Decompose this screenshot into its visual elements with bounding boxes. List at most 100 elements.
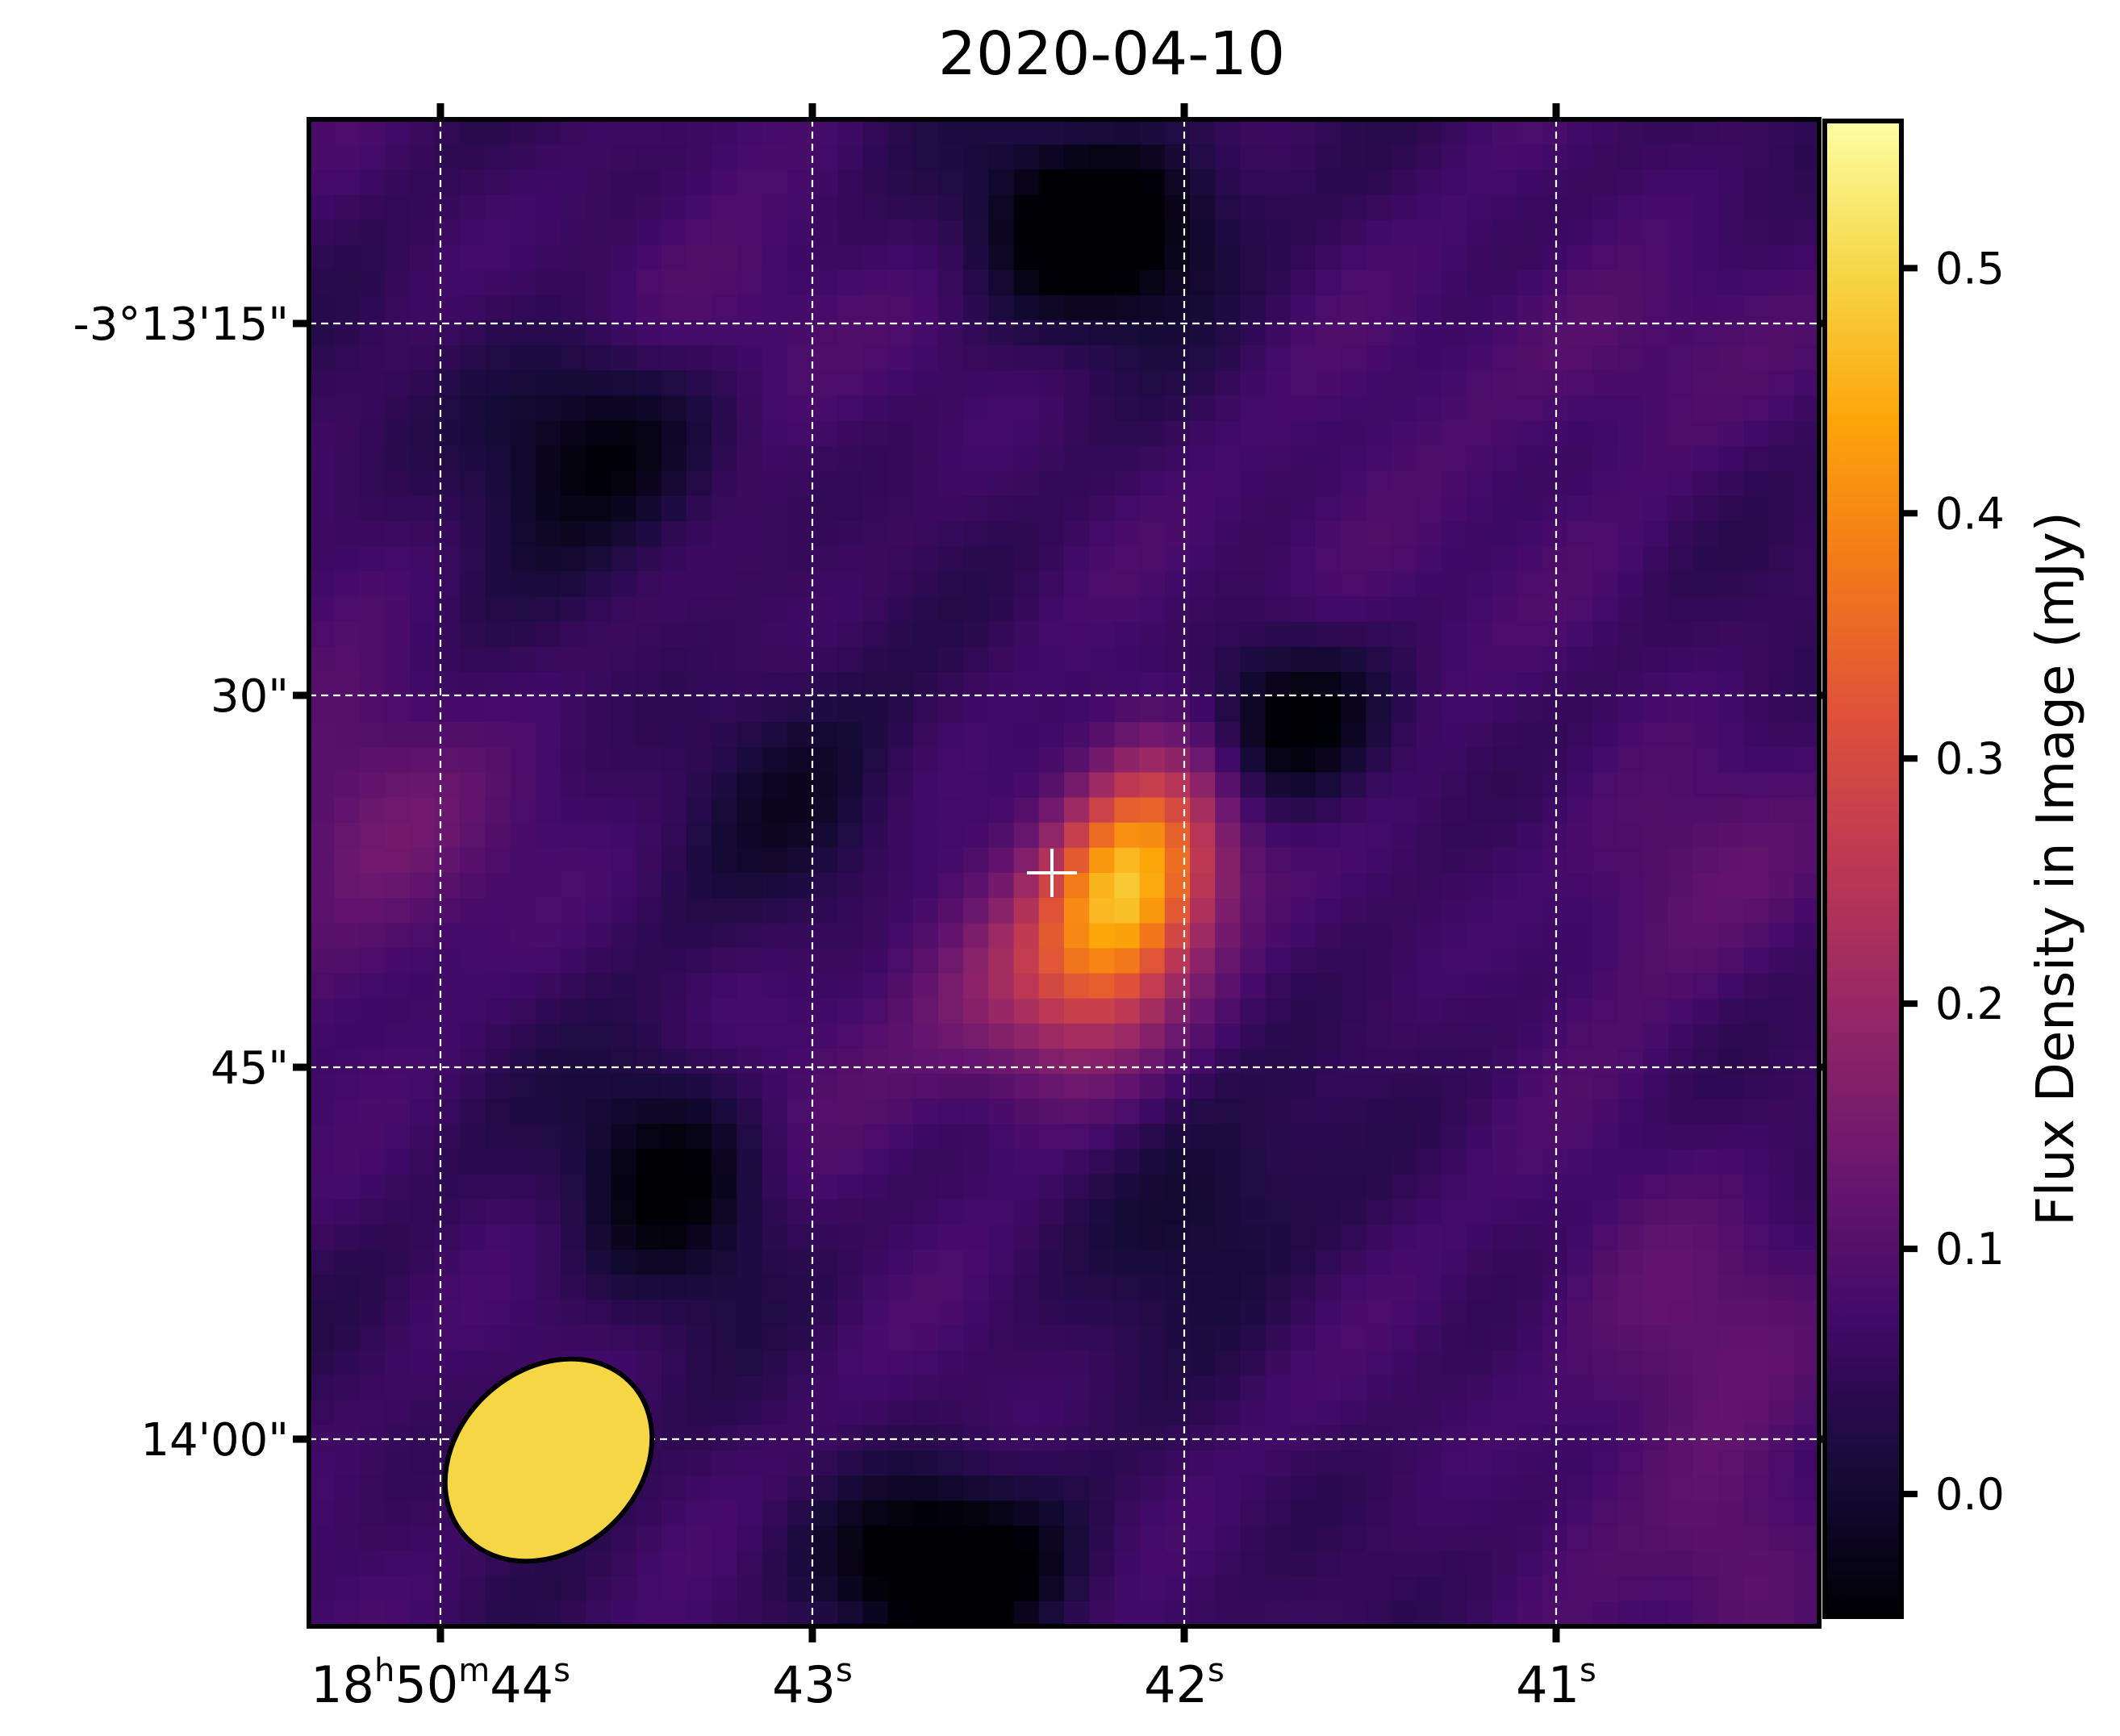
heatmap-cell [1768,1250,1795,1275]
x-tick-label: 18h50m44s [311,1652,570,1714]
heatmap-cell [1642,1275,1669,1300]
heatmap-cell [1442,847,1467,874]
heatmap-cell [712,822,737,849]
heatmap-cell [435,571,461,598]
heatmap-cell [1542,1375,1568,1401]
heatmap-cell [309,144,335,170]
heatmap-cell [561,244,586,271]
heatmap-cell [384,697,411,723]
heatmap-cell [1089,847,1115,874]
heatmap-cell [1416,1500,1442,1527]
heatmap-cell [409,797,436,824]
heatmap-cell [1013,1149,1040,1175]
heatmap-cell [988,144,1015,170]
heatmap-cell [1089,194,1115,221]
heatmap-cell [510,219,536,246]
heatmap-cell [1013,797,1040,824]
colorbar-tick-label: 0.5 [1935,243,2005,294]
heatmap-cell [1341,1425,1367,1451]
heatmap-cell [359,1174,386,1200]
heatmap-cell [737,898,763,924]
heatmap-cell [1768,747,1795,774]
heatmap-cell [1542,194,1568,221]
heatmap-cell [359,320,386,346]
heatmap-cell [586,1325,611,1351]
heatmap-cell [1542,948,1568,974]
heatmap-cell [1517,923,1543,949]
heatmap-cell [1667,973,1694,999]
heatmap-cell [309,521,335,547]
heatmap-cell [661,973,687,999]
heatmap-cell [1391,1124,1417,1150]
heatmap-cell [535,1250,561,1275]
heatmap-cell [384,1048,411,1075]
heatmap-cell [963,948,989,974]
heatmap-cell [1038,1023,1065,1050]
heatmap-cell [1089,948,1115,974]
heatmap-cell [887,395,914,422]
heatmap-cell [1391,144,1417,170]
heatmap-cell [1667,1199,1694,1225]
heatmap-cell [1617,923,1644,949]
heatmap-cell [384,1124,411,1150]
heatmap-cell [636,873,662,899]
heatmap-cell [535,169,561,195]
heatmap-cell [535,822,561,849]
heatmap-cell [1642,269,1669,296]
heatmap-cell [485,1023,511,1050]
heatmap-cell [1114,998,1141,1024]
heatmap-cell [435,521,461,547]
heatmap-cell [1089,1224,1115,1250]
heatmap-cell [1316,1375,1342,1401]
heatmap-cell [1667,294,1694,321]
heatmap-cell [1341,973,1367,999]
heatmap-cell [887,1400,914,1426]
heatmap-cell [737,1124,763,1150]
heatmap-cell [1341,747,1367,774]
heatmap-cell [686,1275,712,1300]
heatmap-cell [1592,1500,1618,1527]
heatmap-cell [1366,1048,1392,1075]
heatmap-cell [1793,1250,1819,1275]
heatmap-cell [1265,546,1292,572]
heatmap-cell [485,1224,511,1250]
heatmap-cell [309,1300,335,1325]
heatmap-cell [435,1048,461,1075]
heatmap-cell [812,345,838,371]
heatmap-cell [686,1475,712,1501]
heatmap-cell [1290,1224,1317,1250]
heatmap-cell [334,119,360,145]
heatmap-cell [1164,973,1191,999]
heatmap-cell [1341,219,1367,246]
heatmap-cell [862,621,889,648]
heatmap-cell [1718,1124,1744,1150]
heatmap-cell [1290,1525,1317,1552]
heatmap-cell [812,169,838,195]
heatmap-cell [938,621,964,648]
heatmap-cell [1793,621,1819,648]
heatmap-cell [1617,822,1644,849]
heatmap-cell [359,169,386,195]
heatmap-cell [862,345,889,371]
heatmap-cell [1793,1149,1819,1175]
heatmap-cell [1492,671,1518,698]
heatmap-cell [1089,1500,1115,1527]
heatmap-cell [1768,722,1795,748]
heatmap-cell [1667,119,1694,145]
heatmap-cell [988,722,1015,748]
heatmap-cell [787,571,813,598]
heatmap-cell [1190,244,1216,271]
heatmap-cell [837,923,863,949]
heatmap-cell [1215,1450,1241,1476]
heatmap-cell [1114,1048,1141,1075]
heatmap-cell [1667,1550,1694,1577]
heatmap-cell [1517,998,1543,1024]
heatmap-cell [837,1048,863,1075]
heatmap-cell [1693,1174,1719,1200]
heatmap-cell [912,1124,939,1150]
heatmap-cell [359,144,386,170]
heatmap-cell [862,1425,889,1451]
heatmap-cell [1768,822,1795,849]
heatmap-cell [1642,1525,1669,1552]
heatmap-cell [762,646,788,673]
